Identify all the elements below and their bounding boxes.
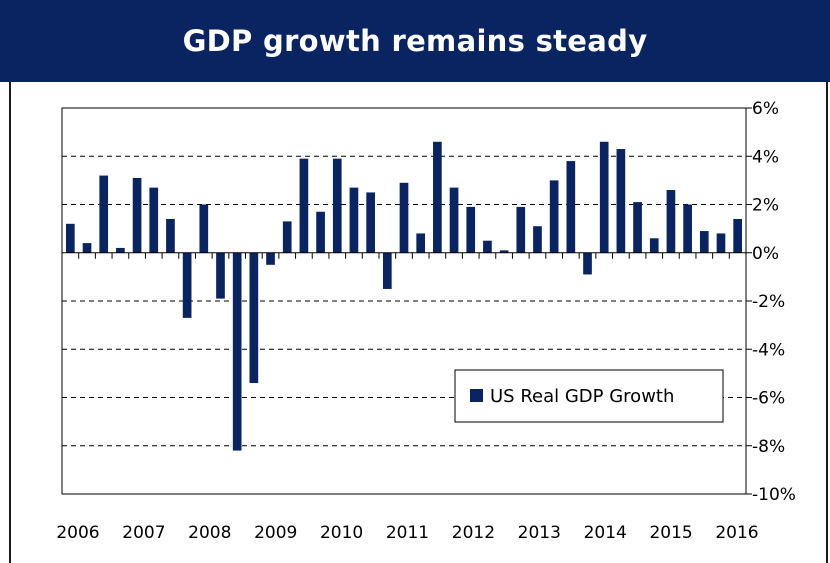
bar bbox=[316, 211, 325, 253]
legend-label: US Real GDP Growth bbox=[490, 386, 674, 407]
x-year-label: 2012 bbox=[452, 523, 495, 543]
y-tick-label: 6% bbox=[752, 99, 779, 119]
bar bbox=[82, 243, 92, 253]
bar bbox=[549, 180, 559, 253]
bar bbox=[299, 158, 309, 253]
x-year-label: 2010 bbox=[320, 523, 363, 543]
bar bbox=[249, 252, 259, 384]
bar bbox=[349, 187, 359, 253]
bar bbox=[716, 233, 726, 253]
y-tick-label: -10% bbox=[752, 485, 796, 505]
x-year-label: 2006 bbox=[56, 523, 99, 543]
chart-title: GDP growth remains steady bbox=[182, 24, 648, 58]
bar bbox=[483, 240, 492, 253]
y-tick-label: -6% bbox=[752, 389, 785, 409]
legend-swatch bbox=[470, 389, 483, 402]
bar bbox=[282, 221, 292, 253]
x-year-label: 2009 bbox=[254, 523, 297, 543]
x-year-label: 2014 bbox=[584, 523, 627, 543]
x-year-label: 2016 bbox=[715, 523, 758, 543]
bar bbox=[433, 141, 442, 253]
bar bbox=[533, 226, 542, 253]
bar bbox=[399, 182, 409, 253]
y-tick-label: -8% bbox=[752, 437, 785, 457]
bar bbox=[149, 187, 159, 253]
legend-box bbox=[454, 369, 724, 423]
bar bbox=[499, 250, 509, 253]
bar bbox=[416, 233, 426, 253]
bar bbox=[116, 247, 125, 253]
frame-left-border bbox=[9, 82, 11, 563]
x-year-label: 2007 bbox=[122, 523, 165, 543]
bar bbox=[516, 206, 526, 253]
bar bbox=[616, 149, 626, 253]
y-tick-label: -2% bbox=[752, 292, 785, 312]
frame-right-border bbox=[826, 82, 828, 563]
bar bbox=[649, 238, 659, 253]
x-year-label: 2008 bbox=[188, 523, 231, 543]
bar bbox=[166, 218, 175, 253]
bar bbox=[449, 187, 459, 253]
bar bbox=[99, 175, 109, 253]
chart-header: GDP growth remains steady bbox=[0, 0, 830, 82]
bar bbox=[683, 204, 692, 253]
y-tick-label: 4% bbox=[752, 147, 779, 167]
bar bbox=[566, 161, 576, 253]
bar bbox=[366, 192, 375, 253]
bar bbox=[216, 252, 225, 299]
bar bbox=[266, 252, 275, 265]
bar bbox=[699, 231, 709, 253]
bar bbox=[332, 158, 342, 253]
bar bbox=[199, 204, 209, 253]
y-tick-label: 0% bbox=[752, 244, 779, 264]
x-year-label: 2015 bbox=[649, 523, 692, 543]
bar bbox=[232, 252, 242, 451]
bar bbox=[66, 223, 75, 253]
bar bbox=[466, 206, 476, 253]
bar bbox=[132, 177, 142, 253]
bar bbox=[666, 190, 676, 253]
bar bbox=[382, 252, 392, 289]
bar bbox=[599, 141, 609, 253]
bar bbox=[182, 252, 192, 318]
bar bbox=[633, 202, 642, 253]
x-year-label: 2011 bbox=[386, 523, 429, 543]
bar bbox=[733, 218, 742, 253]
bar bbox=[583, 252, 592, 275]
x-year-label: 2013 bbox=[518, 523, 561, 543]
y-tick-label: -4% bbox=[752, 340, 785, 360]
y-tick-label: 2% bbox=[752, 196, 779, 216]
